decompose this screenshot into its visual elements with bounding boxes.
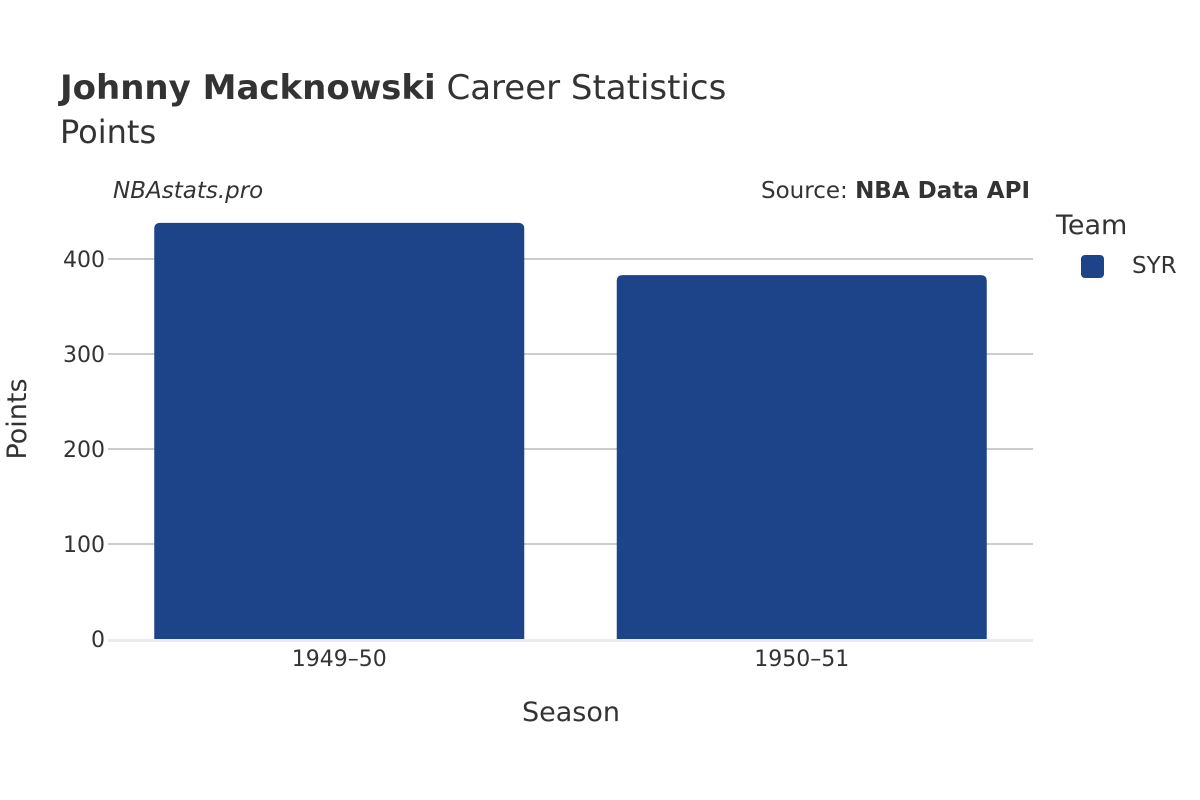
bar[interactable] [154,222,525,639]
brand-watermark: NBAstats.pro [113,178,264,204]
chart-subtitle: Points [60,113,157,151]
y-tick-label: 100 [63,533,105,558]
x-tick-label: 1950–51 [754,647,849,672]
y-tick-label: 0 [91,628,105,653]
player-name: Johnny Macknowski [60,68,436,108]
x-axis-label: Season [522,697,620,728]
x-tick-label: 1949–50 [292,647,387,672]
chart-title: Johnny Macknowski Career Statistics [60,68,726,108]
legend-swatch [1081,254,1104,278]
legend-label: SYR [1132,253,1177,279]
title-suffix: Career Statistics [446,68,727,108]
legend-item-syr[interactable]: SYR [1081,253,1177,279]
source-credit: Source: NBA Data API [761,178,1030,204]
legend-title: Team [1056,210,1128,241]
y-tick-label: 400 [63,248,105,273]
source-prefix: Source: [761,178,848,204]
y-axis-label: Points [2,378,33,459]
bar[interactable] [616,275,987,639]
y-tick-label: 300 [63,343,105,368]
x-tick-labels: 1949–50 1950–51 [292,647,849,672]
bars [154,222,987,639]
y-tick-label: 200 [63,438,105,463]
source-name: NBA Data API [855,178,1030,204]
y-tick-labels: 0 100 200 300 400 [63,248,105,653]
